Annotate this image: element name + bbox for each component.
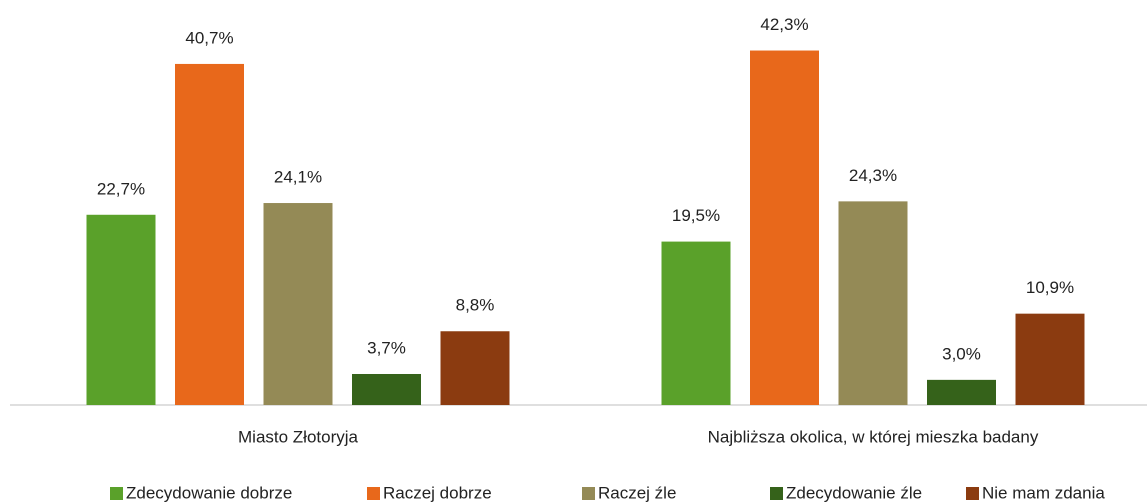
data-label: 42,3% [760, 15, 808, 34]
bar [838, 201, 908, 405]
x-tick-label: Najbliższa okolica, w której mieszka bad… [708, 427, 1039, 446]
legend-swatch [582, 487, 595, 500]
bar [750, 50, 819, 405]
bar [661, 241, 731, 405]
data-label: 10,9% [1026, 278, 1074, 297]
data-label: 40,7% [185, 28, 233, 47]
bar [440, 331, 510, 405]
data-label: 3,0% [942, 344, 981, 363]
legend-swatch [770, 487, 783, 500]
bar [263, 203, 333, 405]
data-label: 19,5% [672, 206, 720, 225]
data-label: 8,8% [456, 296, 495, 315]
legend-swatch [110, 487, 123, 500]
bar [927, 379, 996, 405]
legend-swatch [367, 487, 380, 500]
legend-label: Zdecydowanie dobrze [126, 483, 292, 502]
bar [86, 214, 156, 405]
x-tick-label: Miasto Złotoryja [238, 427, 359, 446]
legend-swatch [966, 487, 979, 500]
bar [352, 373, 421, 405]
data-label: 24,1% [274, 168, 322, 187]
legend-label: Zdecydowanie źle [786, 483, 922, 502]
bar [175, 63, 244, 406]
data-label: 3,7% [367, 338, 406, 357]
data-label: 24,3% [849, 166, 897, 185]
legend-label: Raczej źle [598, 483, 676, 502]
legend-label: Nie mam zdania [982, 483, 1105, 502]
legend-label: Raczej dobrze [383, 483, 492, 502]
data-label: 22,7% [97, 179, 145, 198]
bar [1015, 313, 1085, 405]
